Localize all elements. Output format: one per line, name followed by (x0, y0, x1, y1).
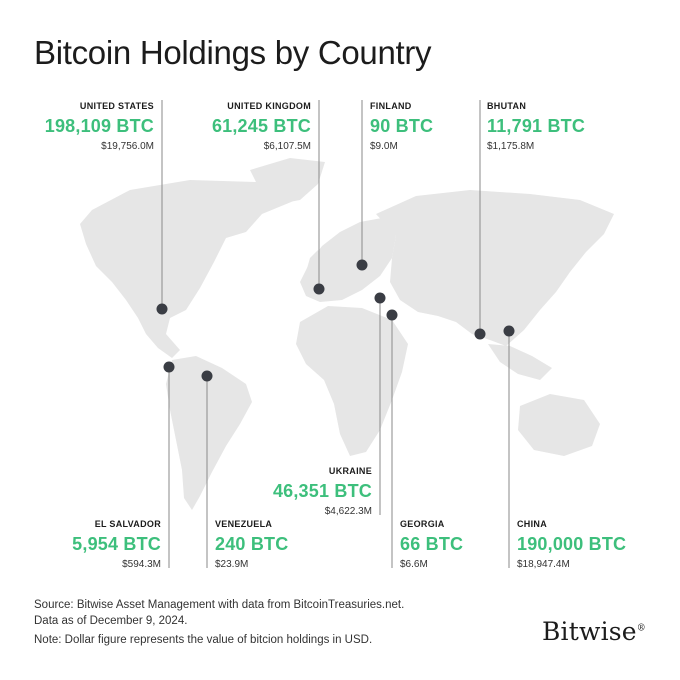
usd-value: $19,756.0M (101, 141, 154, 152)
country-name: EL SALVADOR (94, 519, 161, 529)
footer-source: Source: Bitwise Asset Management with da… (34, 599, 405, 611)
greenland-shape (250, 158, 325, 204)
marker-finland (356, 259, 368, 271)
country-name: UKRAINE (328, 466, 372, 476)
marker-china (503, 325, 515, 337)
usd-value: $9.0M (370, 141, 398, 152)
asia-shape (376, 190, 614, 346)
registered-mark: ® (636, 623, 646, 634)
australia-shape (518, 394, 600, 456)
btc-amount: 240 BTC (215, 534, 289, 554)
country-name: CHINA (517, 519, 547, 529)
btc-amount: 5,954 BTC (72, 534, 161, 554)
label-venezuela: VENEZUELA 240 BTC $23.9M (215, 519, 288, 570)
usd-value: $18,947.4M (517, 559, 570, 570)
btc-amount: 190,000 BTC (517, 534, 627, 554)
footer-note: Note: Dollar figure represents the value… (34, 634, 373, 646)
btc-amount: 66 BTC (400, 534, 464, 554)
south-america-shape (166, 356, 252, 510)
btc-amount: 61,245 BTC (211, 116, 311, 136)
btc-amount: 90 BTC (370, 116, 434, 136)
label-ukraine: UKRAINE 46,351 BTC $4,622.3M (273, 466, 372, 517)
label-georgia: GEORGIA 66 BTC $6.6M (400, 519, 463, 570)
usd-value: $23.9M (215, 559, 249, 570)
country-name: BHUTAN (487, 101, 527, 111)
europe-shape (300, 218, 396, 302)
country-name: VENEZUELA (215, 519, 273, 529)
label-finland: FINLAND 90 BTC $9.0M (370, 101, 433, 152)
marker-georgia (386, 309, 398, 321)
marker-venezuela (201, 370, 213, 382)
usd-value: $6.6M (400, 559, 428, 570)
leader-lines (161, 100, 510, 568)
usd-value: $594.3M (122, 559, 161, 570)
usd-value: $1,175.8M (487, 141, 535, 152)
country-name: UNITED STATES (79, 101, 154, 111)
marker-el-salvador (163, 361, 175, 373)
label-united-states: UNITED STATES 198,109 BTC $19,756.0M (45, 101, 154, 152)
btc-amount: 11,791 BTC (487, 116, 586, 136)
country-name: GEORGIA (400, 519, 445, 529)
marker-united-states (156, 303, 168, 315)
label-china: CHINA 190,000 BTC $18,947.4M (517, 519, 626, 570)
marker-united-kingdom (313, 283, 325, 295)
north-america-shape (80, 178, 300, 358)
marker-ukraine (374, 292, 386, 304)
brand-name: Bitwise (541, 617, 637, 646)
label-united-kingdom: UNITED KINGDOM 61,245 BTC $6,107.5M (212, 101, 311, 152)
label-bhutan: BHUTAN 11,791 BTC $1,175.8M (487, 101, 585, 152)
usd-value: $6,107.5M (263, 141, 311, 152)
africa-shape (296, 306, 408, 456)
btc-amount: 198,109 BTC (44, 116, 154, 136)
bitwise-logo: Bitwise® (542, 617, 646, 646)
southeast-asia-shape (488, 344, 552, 380)
country-markers (156, 259, 515, 382)
marker-bhutan (474, 328, 486, 340)
usd-value: $4,622.3M (324, 506, 372, 517)
label-el-salvador: EL SALVADOR 5,954 BTC $594.3M (72, 519, 161, 570)
country-name: FINLAND (370, 101, 412, 111)
footer-date: Data as of December 9, 2024. (34, 615, 188, 627)
country-name: UNITED KINGDOM (227, 101, 311, 111)
btc-amount: 46,351 BTC (272, 481, 372, 501)
continents (80, 158, 614, 510)
chart-title: Bitcoin Holdings by Country (34, 34, 432, 71)
